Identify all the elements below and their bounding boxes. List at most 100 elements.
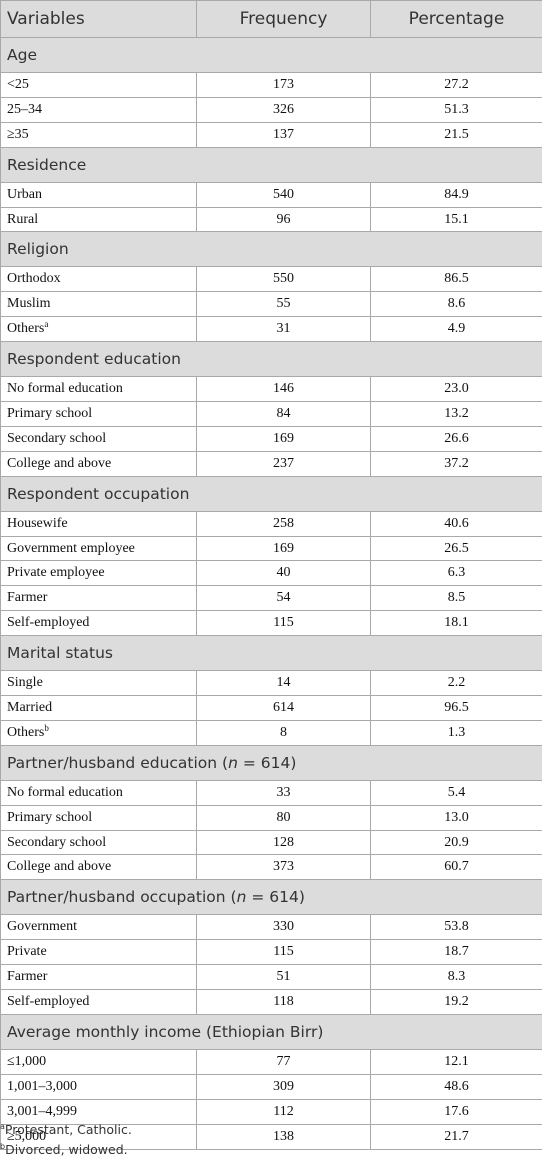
frequency-cell: 169 [196,535,371,562]
footnote: bDivorced, widowed. [0,1142,128,1157]
footnote-marker: a [44,319,49,330]
table-header-row: Variables Frequency Percentage [0,0,542,38]
row-label: ≥5,000 [0,1123,197,1150]
frequency-cell: 550 [196,266,371,293]
row-label: Private [0,939,197,966]
section-header-row: Respondent occupation [0,475,542,512]
section-title: Residence [0,146,542,183]
header-frequency: Frequency [196,0,371,38]
percentage-cell: 13.0 [370,804,542,831]
row-label: Self-employed [0,989,197,1015]
table-row: Orthodox 550 86.5 [0,266,542,293]
percentage-cell: 27.2 [370,72,542,98]
percentage-cell: 20.9 [370,829,542,856]
percentage-cell: 5.4 [370,779,542,806]
percentage-cell: 53.8 [370,914,542,941]
percentage-cell: 84.9 [370,181,542,208]
table-row: Self-employed 115 18.1 [0,610,542,637]
section-title: Respondent education [0,341,542,378]
table-row: 1,001–3,000 309 48.6 [0,1073,542,1100]
table-row: ≤1,000 77 12.1 [0,1048,542,1075]
frequency-cell: 128 [196,829,371,856]
frequency-cell: 237 [196,450,371,477]
frequency-cell: 77 [196,1048,371,1075]
section-header-row: Age [0,37,542,73]
table-row: Primary school 80 13.0 [0,804,542,831]
percentage-cell: 1.3 [370,719,542,746]
frequency-cell: 138 [196,1123,371,1150]
percentage-cell: 96.5 [370,695,542,721]
row-label: 25–34 [0,96,197,123]
frequency-cell: 31 [196,316,371,343]
percentage-cell: 60.7 [370,854,542,881]
section-title: Partner/husband occupation (n = 614) [0,879,542,916]
table-row: Housewife 258 40.6 [0,510,542,537]
frequency-cell: 33 [196,779,371,806]
table-body: Age <25 173 27.2 25–34 326 51.3 ≥35 137 21.5 Resid… [0,37,542,1150]
table-row: Married 614 96.5 [0,695,542,721]
table-row: College and above 373 60.7 [0,854,542,881]
frequency-cell: 540 [196,181,371,208]
frequency-cell: 326 [196,96,371,123]
table-row: Government 330 53.8 [0,914,542,941]
table-row: College and above 237 37.2 [0,450,542,477]
table-row: Secondary school 128 20.9 [0,829,542,856]
frequency-cell: 40 [196,560,371,587]
percentage-cell: 26.6 [370,425,542,452]
frequency-cell: 258 [196,510,371,537]
frequency-cell: 80 [196,804,371,831]
row-label: Primary school [0,401,197,427]
footnote: aProtestant, Catholic. [0,1122,132,1137]
table-row: Othersb 8 1.3 [0,719,542,746]
percentage-cell: 13.2 [370,401,542,427]
frequency-cell: 173 [196,72,371,98]
row-label: Government [0,914,197,941]
row-label: College and above [0,450,197,477]
section-header-row: Residence [0,146,542,183]
row-label: Farmer [0,585,197,612]
table-row: No formal education 33 5.4 [0,779,542,806]
row-label: Self-employed [0,610,197,637]
header-percentage: Percentage [370,0,542,38]
percentage-cell: 21.7 [370,1123,542,1150]
section-header-row: Average monthly income (Ethiopian Birr) [0,1013,542,1050]
table-row: Othersa 31 4.9 [0,316,542,343]
section-title: Average monthly income (Ethiopian Birr) [0,1013,542,1050]
table-row: <25 173 27.2 [0,72,542,98]
row-label: No formal education [0,376,197,403]
section-header-row: Partner/husband occupation (n = 614) [0,879,542,916]
row-label: Married [0,695,197,721]
frequency-cell: 84 [196,401,371,427]
frequency-cell: 146 [196,376,371,403]
table-row: Muslim 55 8.6 [0,291,542,318]
footnote-marker: b [44,722,49,733]
table-row: Primary school 84 13.2 [0,401,542,427]
frequency-cell: 55 [196,291,371,318]
frequency-cell: 14 [196,670,371,697]
section-title: Religion [0,231,542,268]
frequency-cell: 373 [196,854,371,881]
frequency-cell: 96 [196,206,371,233]
frequency-cell: 118 [196,989,371,1015]
percentage-cell: 19.2 [370,989,542,1015]
table-row: Secondary school 169 26.6 [0,425,542,452]
row-label: 3,001–4,999 [0,1098,197,1125]
row-label: Private employee [0,560,197,587]
table-row: Self-employed 118 19.2 [0,989,542,1015]
footnotes: aProtestant, Catholic. bDivorced, widowed… [0,1120,132,1160]
percentage-cell: 18.7 [370,939,542,966]
section-title: Marital status [0,635,542,672]
percentage-cell: 8.3 [370,964,542,991]
percentage-cell: 17.6 [370,1098,542,1125]
frequency-cell: 309 [196,1073,371,1100]
percentage-cell: 26.5 [370,535,542,562]
row-label: Rural [0,206,197,233]
percentage-cell: 23.0 [370,376,542,403]
section-title: Age [0,37,542,73]
percentage-cell: 40.6 [370,510,542,537]
percentage-cell: 21.5 [370,121,542,148]
row-label: Orthodox [0,266,197,293]
row-label: Othersa [0,316,197,343]
percentage-cell: 12.1 [370,1048,542,1075]
